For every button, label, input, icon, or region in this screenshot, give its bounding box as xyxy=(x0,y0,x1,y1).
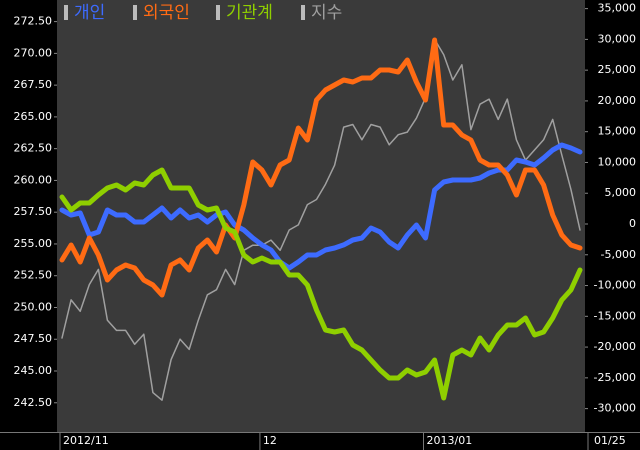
legend-marker xyxy=(216,5,220,20)
y-tick-label: 270.00 xyxy=(14,46,53,59)
legend-label: 개인 xyxy=(74,3,105,23)
y-tick-label: 257.50 xyxy=(14,205,53,218)
y2-tick-label: 30,000 xyxy=(598,32,637,45)
y-tick-label: 252.50 xyxy=(14,269,53,282)
y-tick-label: 260.00 xyxy=(14,173,53,186)
series-line xyxy=(59,142,583,271)
y2-tick-label: 0 xyxy=(629,217,636,230)
y2-tick-label: -30,000 xyxy=(594,402,636,415)
y2-tick-label: 35,000 xyxy=(598,2,637,15)
series-line xyxy=(59,167,583,401)
y2-tick-label: -10,000 xyxy=(594,279,636,292)
x-tick-label: 2012/11 xyxy=(63,434,109,447)
y2-tick-label: -25,000 xyxy=(594,371,636,384)
y2-tick-label: 10,000 xyxy=(598,155,637,168)
y2-tick-label: 15,000 xyxy=(598,125,637,138)
y-tick-label: 245.00 xyxy=(14,364,53,377)
y2-tick-label: 5,000 xyxy=(605,186,637,199)
series-line xyxy=(59,37,583,298)
y-tick-label: 262.50 xyxy=(14,142,53,155)
legend-label: 기관계 xyxy=(226,3,273,23)
y2-tick-label: 20,000 xyxy=(598,94,637,107)
legend-marker xyxy=(301,5,305,20)
y-tick-label: 255.00 xyxy=(14,237,53,250)
y-tick-label: 250.00 xyxy=(14,300,53,313)
legend-label: 지수 xyxy=(311,3,342,23)
legend-label: 외국인 xyxy=(143,3,190,23)
x-tick-label: 2013/01 xyxy=(427,434,473,447)
plot-area xyxy=(57,0,585,432)
y2-tick-label: 25,000 xyxy=(598,63,637,76)
series-line xyxy=(61,38,581,401)
y2-tick-label: -5,000 xyxy=(601,248,636,261)
y-tick-label: 272.50 xyxy=(14,15,53,28)
legend-marker xyxy=(133,5,137,20)
y-tick-label: 242.50 xyxy=(14,396,53,409)
y-tick-label: 267.50 xyxy=(14,78,53,91)
layer: 242.50 245.00 247.50 250.00 252.50 255.00 257.… xyxy=(14,2,637,450)
x-end-label: 01/25 xyxy=(594,434,626,447)
y2-tick-label: -20,000 xyxy=(594,340,636,353)
legend-marker xyxy=(64,5,68,20)
x-tick-label: 12 xyxy=(263,434,277,447)
y-tick-label: 265.00 xyxy=(14,110,53,123)
y2-tick-label: -15,000 xyxy=(594,309,636,322)
y-tick-label: 247.50 xyxy=(14,332,53,345)
